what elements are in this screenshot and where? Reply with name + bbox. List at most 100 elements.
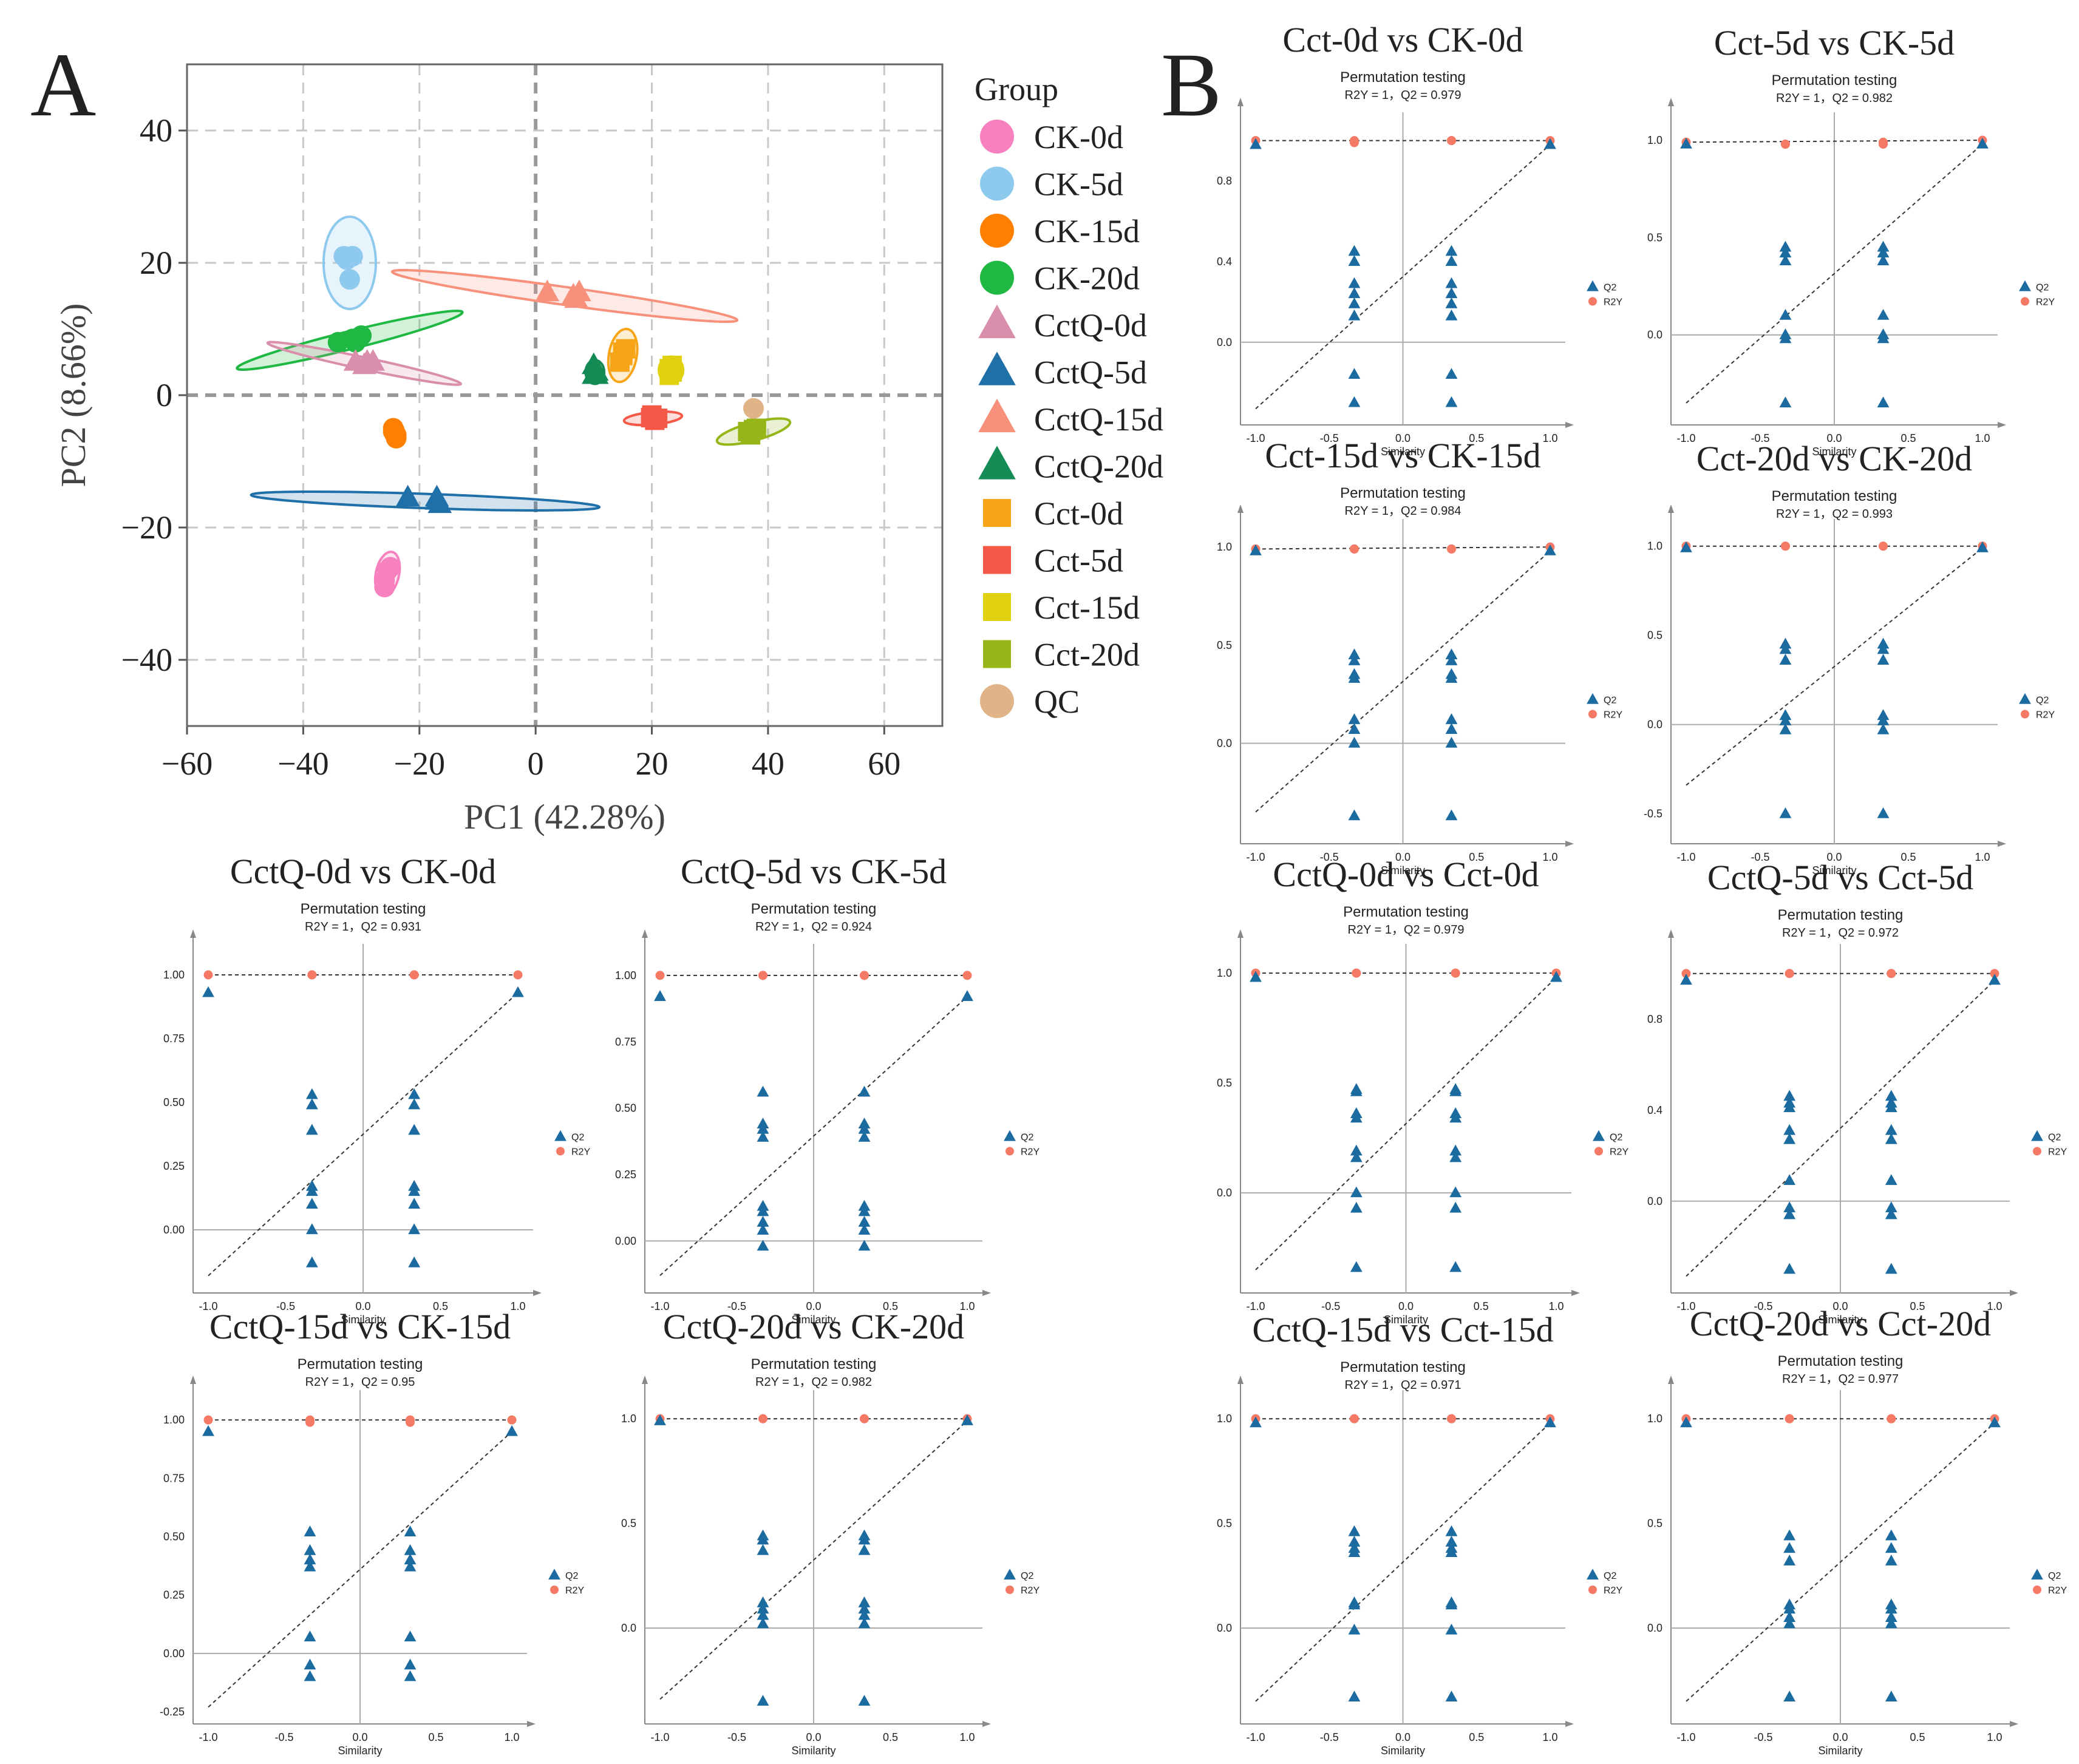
q2-point — [1445, 809, 1458, 821]
q2-point — [408, 1198, 421, 1209]
q2-point — [1885, 1133, 1897, 1144]
q2-point — [1783, 1611, 1796, 1622]
legend-marker-q2 — [1587, 280, 1599, 291]
r2y-point — [1349, 136, 1359, 146]
q2-regression-line — [1686, 1422, 1995, 1702]
y-tick-label: 0.00 — [163, 1647, 185, 1660]
legend-marker-Cct-5d — [983, 546, 1011, 574]
x-tick-label: 0.5 — [1910, 1731, 1925, 1743]
plot-subtitle: Permutation testing — [751, 901, 877, 917]
q2-point — [1348, 245, 1361, 256]
legend-marker-CctQ-5d — [978, 351, 1016, 385]
confidence-ellipse-CctQ-15d — [390, 268, 739, 324]
x-tick-label: 1.0 — [504, 1731, 519, 1743]
legend-marker-r2y — [556, 1147, 565, 1156]
legend-marker-CctQ-0d — [978, 304, 1016, 339]
x-tick-label: 1.0 — [1987, 1300, 2002, 1312]
q2-point — [305, 1124, 318, 1135]
x-axis-arrow — [982, 1721, 991, 1727]
q2-point — [1779, 807, 1792, 818]
q2-point — [1449, 1201, 1462, 1213]
x-tick-label: 0.0 — [806, 1300, 821, 1312]
x-tick-label: -1.0 — [199, 1300, 217, 1312]
q2-point — [202, 986, 214, 997]
x-tick-label: -0.5 — [274, 1731, 293, 1743]
plot-stats: R2Y = 1，Q2 = 0.979 — [1345, 89, 1461, 102]
q2-point — [1350, 1261, 1363, 1272]
y-tick-label: 0.0 — [1217, 1622, 1232, 1634]
r2y-point — [1349, 1414, 1359, 1423]
x-tick-label: -1.0 — [1246, 1731, 1265, 1743]
x-tick-label: 0.5 — [433, 1300, 448, 1312]
plot-stats: R2Y = 1，Q2 = 0.972 — [1782, 926, 1899, 940]
q2-point — [1348, 309, 1361, 321]
r2y-point — [758, 971, 768, 980]
q2-point — [1779, 332, 1792, 344]
legend-label: Cct-20d — [1034, 637, 1140, 673]
y-tick-label: 20 — [140, 245, 172, 281]
point-CK-5d — [339, 269, 360, 290]
y-tick-label: 0.5 — [1217, 1518, 1232, 1530]
permutation-plot: Cct-15d vs CK-15d Permutation testing R2Y … — [1217, 436, 1622, 877]
permutation-plot: CctQ-20d vs CK-20d Permutation testing R2Y… — [621, 1307, 1040, 1757]
q2-regression-line — [1686, 980, 1995, 1277]
q2-point — [858, 1603, 871, 1614]
x-tick-label: -0.5 — [1754, 1300, 1772, 1312]
r2y-point — [1447, 136, 1457, 146]
q2-point — [1877, 240, 1890, 252]
x-tick-label: 1.0 — [1548, 1300, 1564, 1312]
point-Cct-20d — [744, 419, 763, 439]
x-tick-label: 0.5 — [1469, 851, 1484, 863]
y-tick-label: -0.5 — [1644, 808, 1662, 820]
q2-point — [1783, 1542, 1796, 1553]
y-tick-label: 0.0 — [1217, 738, 1232, 750]
x-tick-label: 1.0 — [1975, 432, 1990, 444]
x-tick-label: 0.5 — [883, 1731, 898, 1743]
x-axis-label: Similarity — [1812, 446, 1856, 458]
x-axis-arrow — [1998, 841, 2006, 847]
y-tick-label: 1.0 — [1217, 967, 1232, 979]
q2-point — [1350, 1144, 1363, 1156]
legend-marker-r2y — [1588, 710, 1597, 719]
q2-point — [858, 1533, 871, 1545]
q2-point — [1445, 245, 1458, 256]
q2-point — [1445, 1691, 1458, 1701]
plot-title: CctQ-5d vs Cct-5d — [1707, 858, 1973, 897]
q2-point — [1445, 297, 1458, 308]
y-tick-label: 0.5 — [621, 1518, 636, 1530]
q2-point — [408, 1223, 421, 1235]
q2-point — [404, 1658, 417, 1670]
legend-label-q2: Q2 — [565, 1571, 578, 1581]
point-CctQ-0d — [352, 352, 376, 375]
plot-subtitle: Permutation testing — [1772, 72, 1897, 89]
q2-point — [858, 1122, 871, 1134]
y-tick-label: 0.25 — [163, 1589, 185, 1601]
plot-subtitle: Permutation testing — [1778, 907, 1904, 923]
x-axis-label: Similarity — [791, 1745, 835, 1757]
plot-subtitle: Permutation testing — [301, 901, 426, 917]
y-tick-label: 0.00 — [615, 1235, 636, 1247]
q2-point — [1348, 277, 1361, 288]
y-tick-label: 0 — [156, 377, 172, 413]
plot-subtitle: Permutation testing — [298, 1356, 423, 1372]
point-CctQ-15d — [564, 286, 588, 308]
legend-label: QC — [1034, 684, 1080, 720]
legend-label-r2y: R2Y — [1604, 1586, 1622, 1596]
q2-point — [1544, 544, 1556, 555]
legend-label-r2y: R2Y — [571, 1147, 590, 1158]
y-tick-label: 1.0 — [1647, 540, 1662, 552]
plot-title: CctQ-15d vs Cct-15d — [1252, 1310, 1553, 1349]
y-tick-label: 0.0 — [1647, 329, 1662, 341]
x-axis-arrow — [2010, 1721, 2018, 1727]
y-tick-label: 0.0 — [1647, 1195, 1662, 1207]
legend-marker-q2 — [2031, 1130, 2043, 1141]
r2y-point — [1887, 969, 1896, 979]
y-tick-label: 0.5 — [1647, 1518, 1662, 1530]
y-axis-arrow — [1237, 1376, 1244, 1384]
x-axis-arrow — [527, 1721, 536, 1727]
legend-label-q2: Q2 — [1604, 696, 1616, 706]
q2-point — [1449, 1186, 1462, 1198]
point-Cct-0d — [613, 345, 633, 365]
q2-point — [1885, 1542, 1897, 1553]
x-tick-label: 0.0 — [806, 1731, 821, 1743]
